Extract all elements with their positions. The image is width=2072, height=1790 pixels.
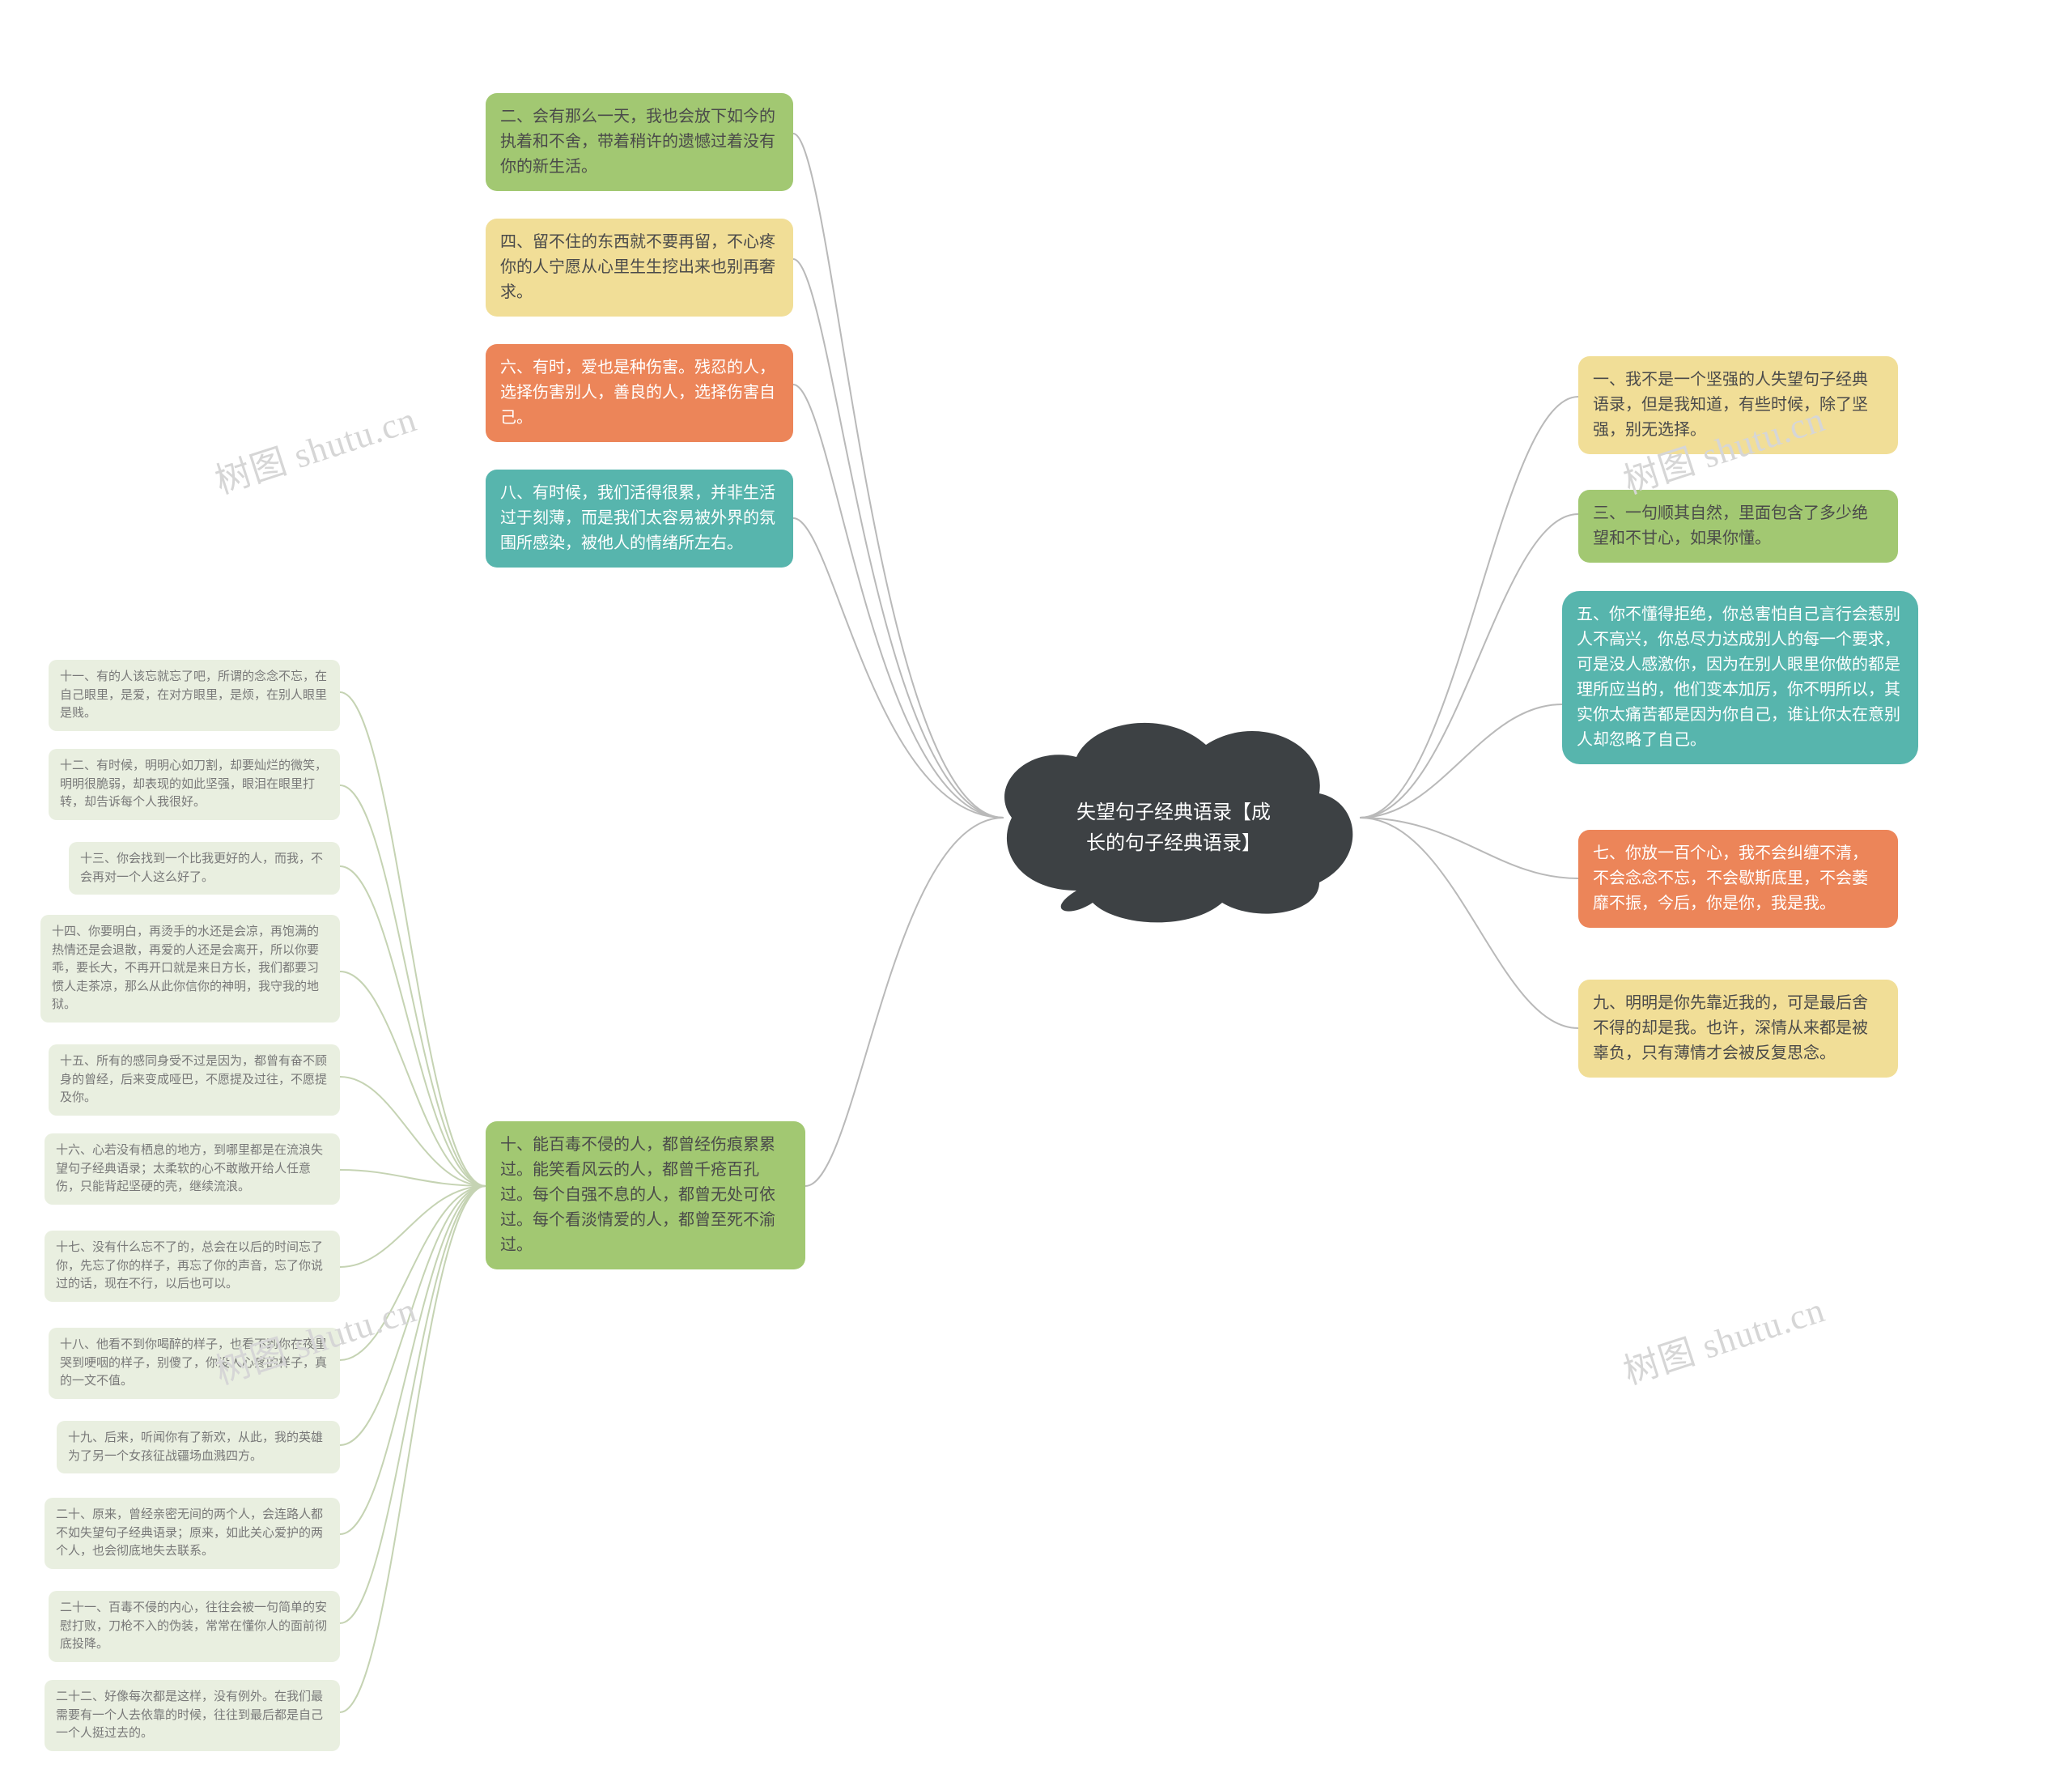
- branch-node-r4: 七、你放一百个心，我不会纠缠不清，不会念念不忘，不会歇斯底里，不会萎靡不振，今后…: [1578, 830, 1898, 928]
- branch-node-t1: 二、会有那么一天，我也会放下如今的执着和不舍，带着稍许的遗憾过着没有你的新生活。: [486, 93, 793, 191]
- branch-node-t4: 八、有时候，我们活得很累，并非生活过于刻薄，而是我们太容易被外界的氛围所感染，被…: [486, 470, 793, 568]
- branch-node-r5: 九、明明是你先靠近我的，可是最后舍不得的却是我。也许，深情从来都是被辜负，只有薄…: [1578, 980, 1898, 1078]
- sub-node-15: 十五、所有的感同身受不过是因为，都曾有奋不顾身的曾经，后来变成哑巴，不愿提及过往…: [49, 1044, 340, 1116]
- sub-node-19: 十九、后来，听闻你有了新欢，从此，我的英雄为了另一个女孩征战疆场血溅四方。: [57, 1421, 340, 1473]
- center-title: 失望句子经典语录【成长的句子经典语录】: [1068, 797, 1279, 860]
- branch-node-lp: 十、能百毒不侵的人，都曾经伤痕累累过。能笑看风云的人，都曾千疮百孔过。每个自强不…: [486, 1121, 805, 1269]
- sub-node-11: 十一、有的人该忘就忘了吧，所谓的念念不忘，在自己眼里，是爱，在对方眼里，是烦，在…: [49, 660, 340, 731]
- branch-node-t3: 六、有时，爱也是种伤害。残忍的人，选择伤害别人，善良的人，选择伤害自己。: [486, 344, 793, 442]
- branch-node-t2: 四、留不住的东西就不要再留，不心疼你的人宁愿从心里生生挖出来也别再奢求。: [486, 219, 793, 317]
- sub-node-20: 二十、原来，曾经亲密无间的两个人，会连路人都不如失望句子经典语录；原来，如此关心…: [45, 1498, 340, 1569]
- sub-node-13: 十三、你会找到一个比我更好的人，而我，不会再对一个人这么好了。: [69, 842, 340, 895]
- sub-node-12: 十二、有时候，明明心如刀割，却要灿烂的微笑，明明很脆弱，却表现的如此坚强，眼泪在…: [49, 749, 340, 820]
- branch-node-r2: 三、一句顺其自然，里面包含了多少绝望和不甘心，如果你懂。: [1578, 490, 1898, 563]
- sub-node-14: 十四、你要明白，再烫手的水还是会凉，再饱满的热情还是会退散，再爱的人还是会离开，…: [40, 915, 340, 1023]
- branch-node-r3: 五、你不懂得拒绝，你总害怕自己言行会惹别人不高兴，你总尽力达成别人的每一个要求，…: [1562, 591, 1918, 764]
- sub-node-16: 十六、心若没有栖息的地方，到哪里都是在流浪失望句子经典语录；太柔软的心不敢敞开给…: [45, 1133, 340, 1205]
- sub-node-17: 十七、没有什么忘不了的，总会在以后的时间忘了你，先忘了你的样子，再忘了你的声音，…: [45, 1231, 340, 1302]
- sub-node-21: 二十一、百毒不侵的内心，往往会被一句简单的安慰打败，刀枪不入的伪装，常常在懂你人…: [49, 1591, 340, 1662]
- sub-node-22: 二十二、好像每次都是这样，没有例外。在我们最需要有一个人去依靠的时候，往往到最后…: [45, 1680, 340, 1751]
- branch-node-r1: 一、我不是一个坚强的人失望句子经典语录，但是我知道，有些时候，除了坚强，别无选择…: [1578, 356, 1898, 454]
- sub-node-18: 十八、他看不到你喝醉的样子，也看不到你在夜里哭到哽咽的样子，别傻了，你没人心疼的…: [49, 1328, 340, 1399]
